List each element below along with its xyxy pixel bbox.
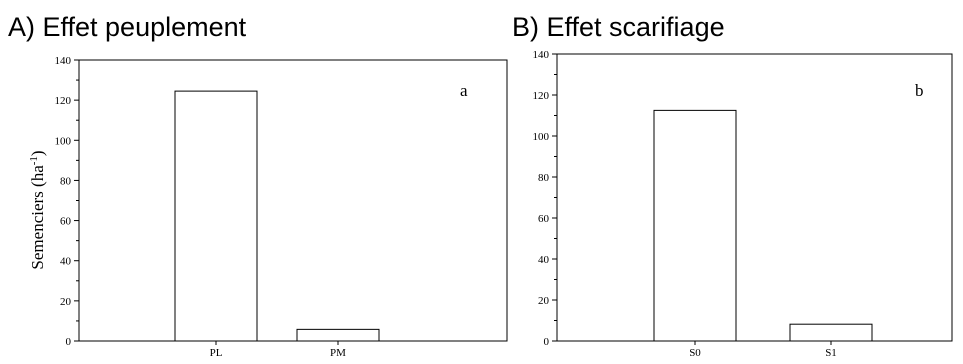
y-tick-label: 80 (60, 175, 72, 187)
bar-S1 (789, 323, 873, 342)
bar-marks: 0 20 40 60 80 100 120 140 S0 S1 (533, 49, 953, 359)
plot-frame (556, 53, 953, 342)
bar-S0 (653, 109, 737, 342)
bar-marks: 0 20 40 60 80 100 120 140 PL PM (55, 55, 508, 359)
x-tick-label: S0 (689, 347, 701, 359)
chart-title: A) Effet peuplement (8, 12, 247, 42)
y-tick-label: 60 (538, 213, 550, 225)
y-tick-label: 120 (533, 90, 550, 102)
y-tick-label: 140 (55, 55, 72, 67)
y-axis-title: Semenciers (ha-1) (28, 150, 47, 269)
panel-letter: a (460, 81, 468, 100)
y-tick-label: 80 (538, 172, 550, 184)
y-tick-label: 40 (538, 254, 550, 266)
y-tick-label: 120 (55, 95, 72, 107)
chart-panel-b: B) Effet scarifiage b 0 20 40 60 80 100 120 140… (512, 12, 953, 359)
y-tick-label: 20 (60, 296, 72, 308)
x-tick-label: PL (210, 347, 223, 359)
y-tick-label: 0 (544, 336, 550, 348)
y-tick-label: 20 (538, 295, 550, 307)
y-tick-label: 140 (533, 49, 550, 61)
x-tick-label: S1 (825, 347, 837, 359)
y-tick-label: 100 (533, 131, 550, 143)
x-tick-label: PM (330, 347, 346, 359)
plot-frame (78, 59, 508, 342)
chart-panel-a: A) Effet peuplement a Semenciers (ha-1) … (8, 12, 508, 359)
y-tick-label: 40 (60, 256, 72, 268)
bar-PL (174, 90, 258, 342)
y-tick-label: 100 (55, 135, 72, 147)
y-tick-label: 0 (66, 336, 72, 348)
y-tick-label: 60 (60, 216, 72, 228)
chart-title: B) Effet scarifiage (512, 12, 725, 42)
bar-PM (296, 328, 380, 342)
panel-letter: b (915, 81, 924, 100)
